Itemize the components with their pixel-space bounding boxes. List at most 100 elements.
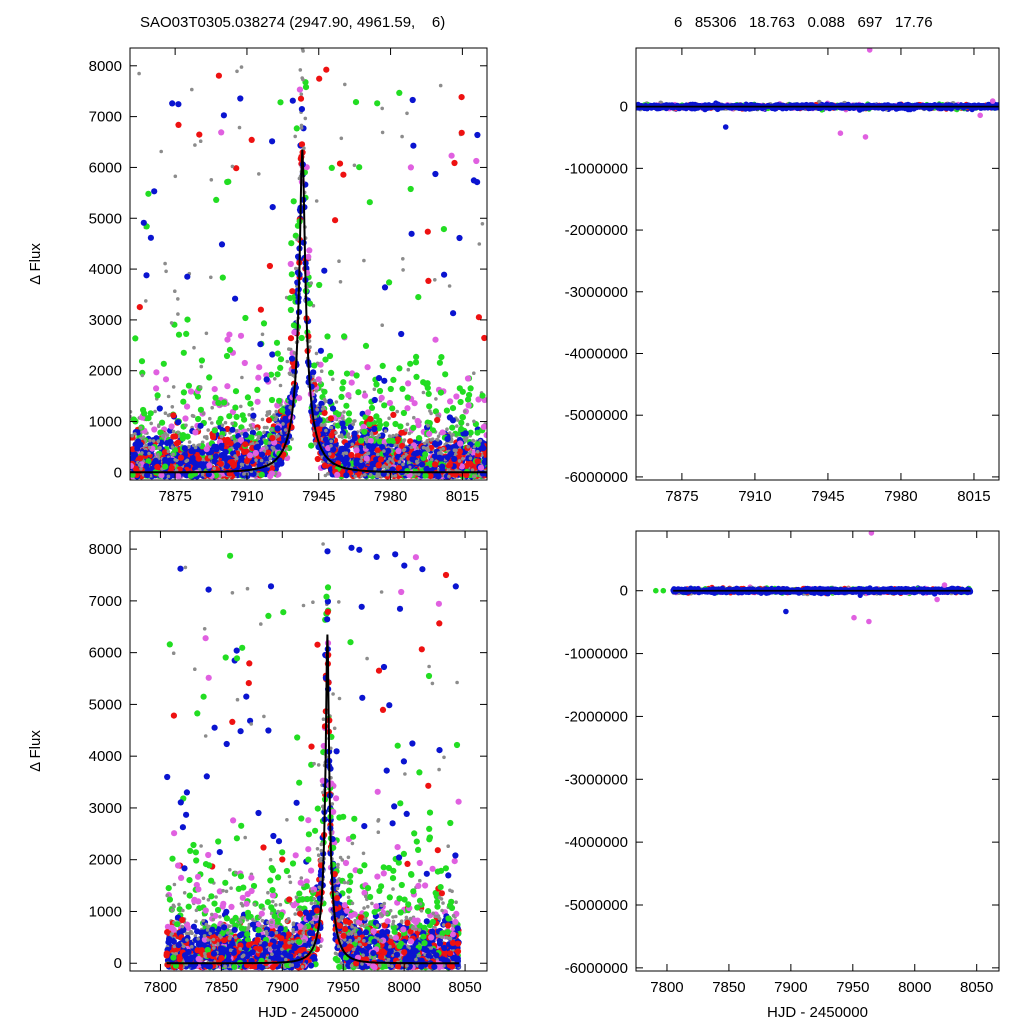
data-point-blue — [433, 441, 440, 448]
data-point-red — [210, 434, 217, 441]
data-point-blue — [408, 230, 415, 237]
data-point-gray — [138, 425, 143, 430]
data-point-blue — [257, 341, 264, 348]
data-point-gray — [329, 425, 334, 430]
data-point-gray — [283, 428, 288, 432]
data-point-gray — [433, 278, 437, 282]
panel-top-right-residuals: 7875 7910 7945 7980 80150-1000000-2000000-30… — [565, 47, 1000, 505]
data-point-red — [348, 451, 355, 459]
data-point-blue — [258, 451, 266, 458]
data-point-blue — [409, 456, 416, 463]
data-point-blue — [144, 472, 151, 479]
data-point-green — [273, 339, 281, 346]
data-point-green — [467, 429, 474, 436]
data-point-gray — [455, 424, 459, 428]
data-point-gray — [315, 407, 320, 412]
data-point-blue — [223, 463, 231, 470]
data-point-gray — [351, 422, 356, 427]
data-point-magenta — [432, 336, 439, 343]
data-point-blue — [316, 417, 323, 424]
data-point-magenta — [404, 405, 411, 412]
data-point-gray — [256, 435, 261, 439]
data-point-green — [277, 356, 285, 363]
data-point-red — [458, 129, 465, 136]
data-point-green — [180, 389, 187, 396]
data-point-red — [481, 334, 487, 342]
data-point-blue — [317, 347, 324, 354]
data-point-gray — [193, 445, 198, 450]
data-point-green — [247, 400, 254, 407]
data-point-green — [141, 410, 148, 417]
data-point-gray — [140, 373, 145, 378]
data-point-gray — [401, 462, 405, 467]
data-point-magenta — [291, 329, 298, 336]
data-point-magenta — [477, 464, 485, 471]
data-point-gray — [438, 83, 443, 88]
data-point-green — [352, 99, 360, 106]
data-point-gray — [365, 435, 370, 440]
data-point-red — [458, 94, 465, 101]
data-point-blue — [344, 442, 351, 449]
data-point-gray — [352, 163, 357, 168]
data-point-green — [443, 407, 450, 414]
data-point-green — [268, 371, 275, 378]
data-point-magenta — [348, 379, 355, 386]
data-point-magenta — [480, 423, 487, 430]
data-point-blue — [322, 436, 330, 443]
data-point-blue — [337, 454, 344, 461]
data-point-blue — [354, 457, 362, 464]
data-point-gray — [301, 77, 305, 82]
data-point-gray — [382, 449, 386, 453]
data-point-gray — [375, 452, 380, 457]
data-point-gray — [407, 431, 412, 436]
data-point-gray — [190, 87, 194, 92]
data-point-green — [407, 185, 414, 193]
data-point-green — [274, 350, 281, 357]
data-point-green — [277, 364, 284, 371]
data-point-green — [308, 442, 315, 449]
data-point-gray — [426, 448, 431, 453]
data-point-green — [338, 393, 345, 400]
data-point-gray — [382, 464, 386, 468]
data-point-green — [345, 417, 353, 424]
data-point-gray — [369, 431, 374, 436]
data-point-gray — [141, 435, 146, 439]
data-point-red — [170, 433, 177, 440]
data-point-gray — [242, 472, 246, 476]
data-point-red — [434, 416, 441, 424]
data-point-blue — [254, 443, 261, 450]
data-point-green — [212, 394, 219, 401]
data-point-green — [413, 353, 420, 360]
data-point-blue — [319, 431, 326, 438]
data-point-red — [456, 454, 463, 461]
data-point-gray — [380, 106, 385, 111]
data-point-magenta — [483, 432, 487, 439]
data-point-blue — [237, 95, 244, 102]
data-point-blue — [369, 460, 376, 468]
data-point-gray — [314, 389, 319, 393]
data-point-magenta — [464, 375, 472, 382]
data-point-blue — [375, 375, 383, 382]
data-point-gray — [285, 359, 290, 364]
data-point-blue — [371, 396, 378, 404]
data-point-gray — [250, 407, 255, 411]
data-point-gray — [405, 111, 409, 116]
data-point-green — [185, 382, 192, 389]
data-point-gray — [271, 447, 276, 452]
data-point-green — [258, 471, 265, 478]
data-point-green — [145, 415, 152, 422]
data-point-red — [321, 409, 328, 416]
data-point-magenta — [206, 462, 213, 469]
data-point-blue — [451, 455, 458, 463]
data-point-gray — [340, 435, 345, 439]
data-point-red — [177, 454, 185, 461]
data-point-magenta — [256, 364, 263, 371]
data-point-gray — [206, 428, 210, 432]
data-point-blue — [249, 429, 256, 436]
data-point-red — [394, 436, 402, 443]
y-tick-label: 1000 — [89, 414, 122, 431]
data-point-red — [475, 314, 482, 321]
data-point-gray — [202, 435, 207, 439]
data-point-blue — [474, 131, 481, 139]
data-point-gray — [461, 457, 465, 461]
